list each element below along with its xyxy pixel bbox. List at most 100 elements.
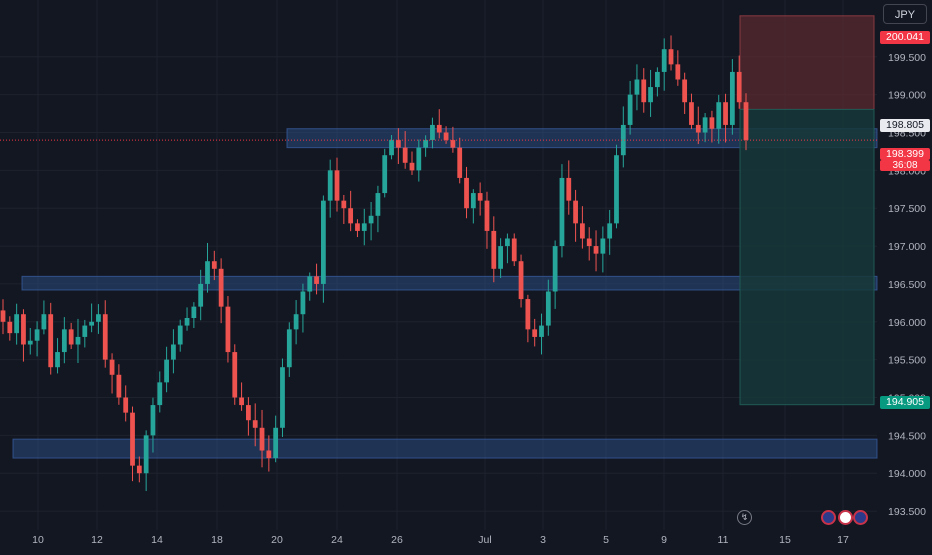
take-profit-price-badge: 194.905 [880, 396, 930, 409]
candle-body [709, 117, 715, 129]
candle-body [314, 276, 319, 284]
candle-body [177, 325, 183, 345]
candle-body [61, 329, 67, 353]
candle-body [75, 336, 81, 345]
price-tick-label: 197.000 [888, 241, 926, 253]
candle-body [402, 147, 408, 163]
candle-body [552, 246, 558, 292]
candle-body [348, 208, 354, 224]
candle-body [654, 71, 660, 88]
candle-body [320, 200, 326, 284]
time-tick-label: 3 [540, 534, 546, 546]
candle-body [498, 246, 503, 269]
candle-body [545, 291, 551, 326]
candle-body [620, 124, 626, 156]
time-tick-label: 14 [151, 534, 163, 546]
time-tick-label: 11 [718, 534, 729, 546]
candle-body [689, 102, 694, 125]
candle-body [7, 321, 13, 334]
candle-body [566, 177, 572, 201]
candle-body [586, 238, 592, 247]
stop-loss-zone [739, 15, 875, 110]
candle-body [280, 367, 285, 428]
candle-body [457, 147, 463, 178]
candle-body [600, 238, 606, 254]
candle-body [266, 450, 272, 459]
candle-body [539, 325, 544, 337]
candle-body [68, 329, 74, 345]
time-tick-label: Jul [478, 534, 491, 546]
candle-body [436, 124, 442, 133]
currency-button[interactable]: JPY [883, 4, 927, 24]
candle-body [21, 314, 26, 345]
support-resistance-zone [12, 438, 878, 459]
candle-body [743, 102, 749, 141]
candle-body [477, 193, 483, 201]
candle-body [136, 465, 142, 474]
candle-body [89, 321, 95, 326]
candle-body [505, 238, 510, 247]
candle-body [102, 314, 108, 360]
candle-body [123, 397, 129, 413]
candle-body [355, 223, 360, 231]
candle-body [164, 359, 169, 383]
candle-body [593, 246, 599, 254]
candle-body [14, 314, 20, 334]
uk-flag-icon-2[interactable] [853, 510, 868, 525]
candle-body [205, 261, 210, 284]
price-axis[interactable]: 199.500199.000198.500198.000197.500197.0… [888, 52, 926, 518]
candle-body [252, 420, 258, 428]
candle-body [327, 170, 333, 201]
take-profit-zone [739, 108, 875, 406]
candle-body [423, 140, 429, 148]
candle-body [211, 261, 217, 269]
candle-body [273, 427, 279, 459]
entry-price-badge: 198.805 [880, 119, 930, 132]
candle-body [157, 382, 163, 406]
time-tick-label: 10 [32, 534, 44, 546]
candle-body [0, 310, 6, 322]
candle-body [668, 49, 674, 65]
candle-body [171, 344, 176, 360]
candle-body [450, 140, 456, 148]
time-tick-label: 26 [391, 534, 403, 546]
candle-body [116, 374, 122, 398]
price-tick-label: 193.500 [888, 506, 926, 518]
candle-body [695, 124, 701, 133]
candle-body [518, 261, 524, 300]
candle-body [293, 314, 299, 330]
price-tick-label: 199.000 [888, 90, 926, 102]
candle-body [675, 64, 681, 80]
candle-body [41, 314, 47, 330]
time-axis[interactable]: 10 12 14 18 20 24 26 Jul 3 5 9 11 15 17 [32, 534, 849, 546]
candle-body [736, 71, 742, 103]
candle-body [48, 314, 54, 368]
candle-body [218, 268, 224, 307]
candle-body [259, 427, 265, 451]
candle-body [559, 177, 565, 247]
candle-body [525, 299, 531, 330]
stop-loss-price-badge: 200.041 [880, 31, 930, 44]
support-resistance-zone [21, 275, 878, 291]
candle-body [286, 329, 292, 368]
candle-body [389, 140, 394, 156]
candle-body [443, 132, 449, 141]
candle-body [232, 352, 238, 398]
lightning-icon[interactable]: ↯ [737, 510, 752, 525]
candles [0, 35, 749, 492]
candle-body [614, 155, 619, 224]
uk-flag-icon[interactable] [821, 510, 836, 525]
candle-body [130, 412, 135, 466]
price-tick-label: 194.500 [888, 430, 926, 442]
price-tick-label: 197.500 [888, 203, 926, 215]
japan-flag-icon[interactable] [838, 510, 853, 525]
candle-body [55, 352, 60, 368]
candle-body [627, 94, 633, 125]
price-tick-label: 194.000 [888, 468, 926, 480]
candle-body [143, 435, 149, 474]
candle-body [150, 405, 156, 436]
candle-body [661, 49, 667, 72]
candle-body [648, 87, 653, 103]
